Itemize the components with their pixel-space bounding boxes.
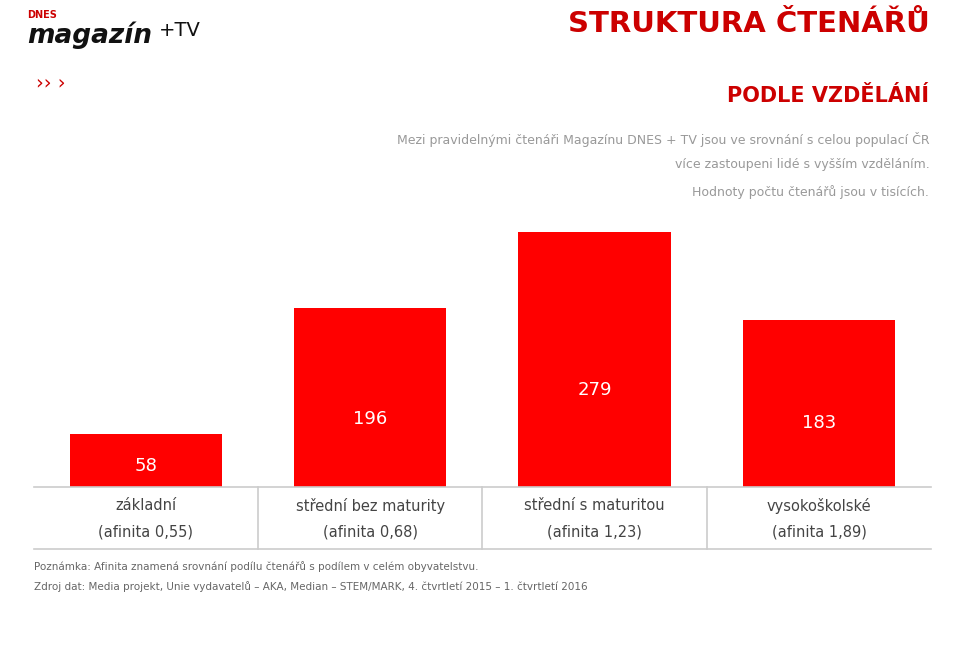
- Text: +TV: +TV: [158, 21, 201, 40]
- Text: ›› ›: ›› ›: [36, 74, 66, 93]
- Text: střední bez maturity: střední bez maturity: [296, 498, 444, 514]
- Text: Hodnoty počtu čtenářů jsou v tisících.: Hodnoty počtu čtenářů jsou v tisících.: [692, 185, 929, 199]
- Text: základní: základní: [115, 498, 177, 514]
- Bar: [743, 320, 896, 487]
- Text: magazín: magazín: [27, 21, 152, 49]
- Text: Mezi pravidelnými čtenáři Magazínu DNES + TV jsou ve srovnání s celou populací Č: Mezi pravidelnými čtenáři Magazínu DNES …: [396, 132, 929, 148]
- Text: Magazin DNES + TV | pravidelná čtvrteční příloha deníku MF DNES: Magazin DNES + TV | pravidelná čtvrteční…: [552, 637, 947, 650]
- Bar: [69, 434, 222, 487]
- Text: (afinita 1,23): (afinita 1,23): [547, 525, 642, 540]
- Text: 183: 183: [802, 414, 836, 432]
- Text: 196: 196: [353, 410, 387, 428]
- Text: (afinita 1,89): (afinita 1,89): [772, 525, 867, 540]
- Text: DNES: DNES: [27, 10, 57, 20]
- Bar: [518, 232, 671, 487]
- Text: střední s maturitou: střední s maturitou: [524, 498, 665, 514]
- Text: PODLE VZDĚLÁNÍ: PODLE VZDĚLÁNÍ: [728, 86, 929, 106]
- Text: (afinita 0,55): (afinita 0,55): [98, 525, 193, 540]
- Text: vysokoškolské: vysokoškolské: [767, 498, 872, 514]
- Text: Poznámka: Afinita znamená srovnání podílu čtenářů s podílem v celém obyvatelstvu: Poznámka: Afinita znamená srovnání podíl…: [34, 561, 478, 572]
- Text: STRUKTURA ČTENÁŘŮ: STRUKTURA ČTENÁŘŮ: [567, 10, 929, 38]
- Bar: [294, 308, 446, 487]
- Text: (afinita 0,68): (afinita 0,68): [323, 525, 418, 540]
- Text: 279: 279: [577, 381, 612, 399]
- Text: Zdroj dat: Media projekt, Unie vydavatelů – AKA, Median – STEM/MARK, 4. čtvrtlet: Zdroj dat: Media projekt, Unie vydavatel…: [34, 581, 588, 592]
- Text: více zastoupeni lidé s vyšším vzděláním.: více zastoupeni lidé s vyšším vzděláním.: [675, 158, 929, 171]
- Text: 58: 58: [134, 457, 157, 475]
